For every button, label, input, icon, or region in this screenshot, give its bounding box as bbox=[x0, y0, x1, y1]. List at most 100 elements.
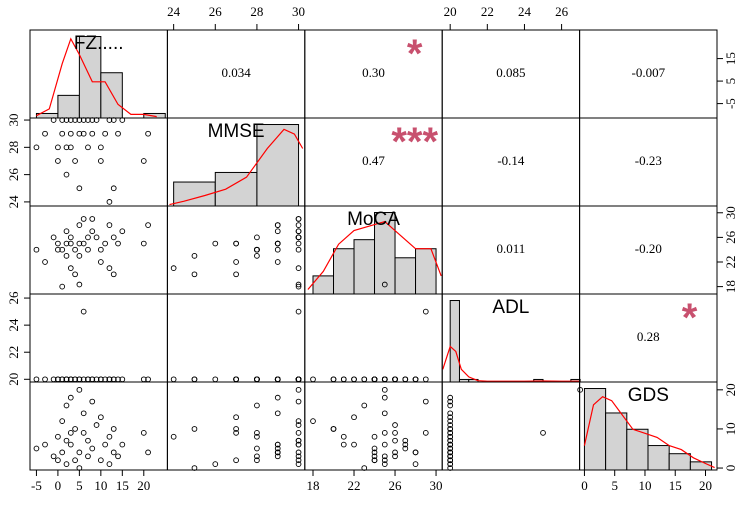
scatter-point bbox=[422, 376, 429, 383]
scatter-point bbox=[67, 130, 74, 137]
variable-name: ADL bbox=[492, 297, 529, 318]
scatter-point bbox=[67, 429, 74, 436]
x-tick-label: 5 bbox=[76, 478, 83, 493]
scatter-point bbox=[55, 457, 61, 464]
scatter-point bbox=[381, 410, 388, 417]
scatter-point bbox=[85, 144, 91, 151]
scatter-point bbox=[42, 130, 48, 137]
scatter-point bbox=[102, 130, 108, 137]
scatter-point bbox=[447, 394, 454, 401]
scatter-point bbox=[274, 441, 281, 448]
panel-frame bbox=[166, 205, 306, 295]
x-tick-label: 10 bbox=[638, 478, 651, 493]
scatter-point bbox=[295, 449, 302, 456]
scatter-point bbox=[351, 376, 357, 383]
scatter-point bbox=[371, 433, 378, 440]
scatter-point bbox=[381, 457, 388, 464]
scatter-point bbox=[381, 441, 388, 448]
correlation-value: 0.011 bbox=[497, 241, 526, 256]
scatter-point bbox=[295, 308, 302, 315]
significance-stars: * bbox=[407, 32, 423, 76]
density-line bbox=[307, 220, 442, 290]
scatter-point bbox=[295, 283, 302, 290]
correlation-value: 0.47 bbox=[362, 153, 385, 168]
scatter-point bbox=[422, 429, 429, 436]
scatter-point bbox=[55, 144, 61, 151]
x-tick-label: 28 bbox=[250, 4, 263, 19]
scatter-point bbox=[310, 418, 316, 424]
histogram-bar bbox=[312, 275, 335, 295]
scatter-point bbox=[295, 453, 302, 460]
scatter-point bbox=[295, 234, 302, 241]
scatter-point bbox=[447, 457, 454, 464]
scatter-point bbox=[67, 265, 74, 272]
scatter-point bbox=[381, 376, 388, 383]
scatter-point bbox=[110, 271, 117, 278]
x-tick-label: 26 bbox=[389, 478, 403, 493]
scatter-point bbox=[233, 259, 239, 265]
density-line bbox=[36, 37, 157, 118]
scatter-point bbox=[89, 216, 96, 222]
correlation-value: 0.034 bbox=[221, 65, 251, 80]
y-tick-label: 26 bbox=[6, 291, 21, 305]
scatter-point bbox=[402, 441, 409, 448]
scatter-point bbox=[212, 240, 219, 247]
scatter-point bbox=[106, 461, 113, 467]
scatter-point bbox=[59, 130, 66, 137]
scatter-point bbox=[89, 228, 96, 235]
scatter-point bbox=[102, 441, 108, 448]
y-tick-label: 22 bbox=[723, 256, 738, 269]
scatter-point bbox=[254, 252, 260, 259]
scatter-point bbox=[361, 376, 368, 383]
scatter-point bbox=[50, 234, 57, 241]
scatter-point bbox=[89, 445, 96, 452]
x-tick-label: 24 bbox=[518, 4, 532, 19]
scatter-point bbox=[330, 376, 337, 383]
scatter-point bbox=[59, 283, 66, 290]
scatter-point bbox=[50, 453, 57, 460]
density-line bbox=[583, 395, 715, 469]
y-tick-label: 30 bbox=[6, 114, 21, 127]
scatter-point bbox=[76, 130, 83, 137]
scatter-point bbox=[67, 240, 74, 247]
x-tick-label: 5 bbox=[611, 478, 618, 493]
scatter-point bbox=[295, 376, 302, 383]
y-tick-label: 26 bbox=[6, 168, 21, 182]
scatter-point bbox=[295, 222, 302, 228]
scatter-point bbox=[447, 437, 454, 444]
scatter-point bbox=[76, 449, 83, 456]
scatter-point bbox=[402, 437, 409, 444]
scatter-point bbox=[422, 308, 429, 315]
scatter-point bbox=[106, 222, 113, 228]
scatter-point bbox=[447, 418, 454, 424]
scatter-point bbox=[381, 429, 388, 436]
scatter-point bbox=[55, 240, 61, 247]
scatter-point bbox=[274, 445, 281, 452]
y-tick-label: 20 bbox=[723, 383, 738, 396]
scatter-point bbox=[295, 457, 302, 464]
scatter-point bbox=[170, 265, 177, 272]
scatter-point bbox=[63, 252, 70, 259]
scatter-point bbox=[97, 259, 104, 265]
scatter-point bbox=[295, 441, 302, 448]
scatter-point bbox=[392, 376, 398, 383]
scatter-point bbox=[85, 234, 91, 241]
scatter-point bbox=[447, 426, 454, 432]
histogram-bar bbox=[333, 248, 355, 295]
scatter-point bbox=[295, 437, 302, 444]
scatter-point bbox=[97, 414, 104, 421]
scatter-point bbox=[191, 252, 198, 259]
scatter-point bbox=[392, 429, 398, 436]
scatter-point bbox=[72, 158, 78, 164]
scatter-point bbox=[67, 394, 74, 401]
correlation-value: -0.20 bbox=[635, 241, 662, 256]
histogram-bar bbox=[647, 445, 670, 471]
scatter-point bbox=[85, 437, 91, 444]
y-tick-label: 26 bbox=[723, 230, 738, 244]
scatter-point bbox=[63, 171, 70, 178]
scatter-point bbox=[97, 246, 104, 253]
significance-stars: * bbox=[682, 296, 698, 340]
scatter-point bbox=[119, 228, 126, 235]
scatter-point bbox=[33, 376, 40, 383]
scatter-point bbox=[55, 158, 61, 164]
